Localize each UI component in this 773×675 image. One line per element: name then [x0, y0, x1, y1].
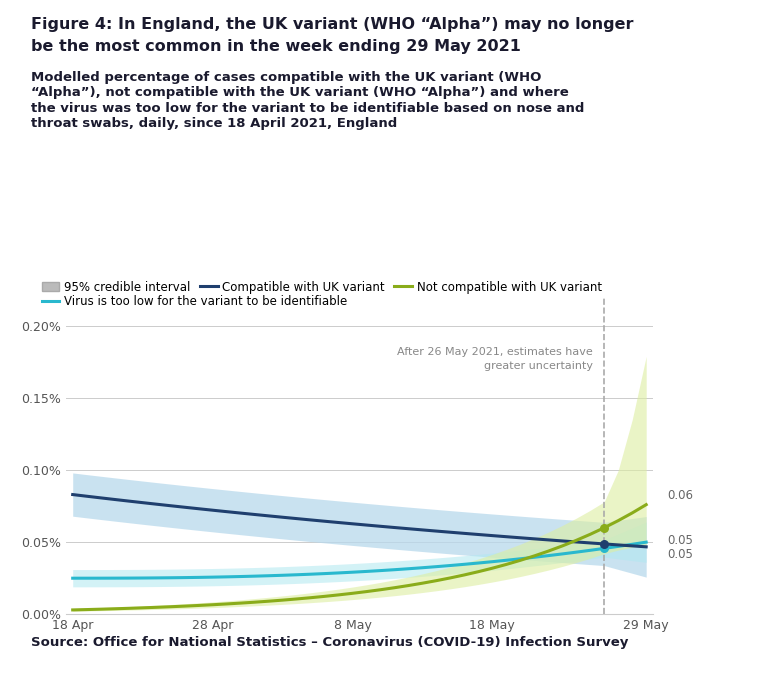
Text: 0.05: 0.05	[667, 534, 693, 547]
Point	[598, 539, 611, 549]
Text: throat swabs, daily, since 18 April 2021, England: throat swabs, daily, since 18 April 2021…	[31, 117, 397, 130]
Text: Source: Office for National Statistics – Coronavirus (COVID-19) Infection Survey: Source: Office for National Statistics –…	[31, 637, 628, 649]
Point	[598, 522, 611, 533]
Text: the virus was too low for the variant to be identifiable based on nose and: the virus was too low for the variant to…	[31, 102, 584, 115]
Text: “Alpha”), not compatible with the UK variant (WHO “Alpha”) and where: “Alpha”), not compatible with the UK var…	[31, 86, 569, 99]
Text: After 26 May 2021, estimates have
greater uncertainty: After 26 May 2021, estimates have greate…	[397, 348, 593, 371]
Text: Figure 4: In England, the UK variant (WHO “Alpha”) may no longer: Figure 4: In England, the UK variant (WH…	[31, 17, 633, 32]
Text: be the most common in the week ending 29 May 2021: be the most common in the week ending 29…	[31, 39, 521, 54]
Legend: 95% credible interval, Compatible with UK variant, Not compatible with UK varian: 95% credible interval, Compatible with U…	[37, 276, 607, 298]
Text: 0.05: 0.05	[667, 547, 693, 560]
Text: Modelled percentage of cases compatible with the UK variant (WHO: Modelled percentage of cases compatible …	[31, 71, 541, 84]
Point	[598, 543, 611, 554]
Legend: Virus is too low for the variant to be identifiable: Virus is too low for the variant to be i…	[37, 291, 352, 313]
Text: 0.06: 0.06	[667, 489, 693, 502]
